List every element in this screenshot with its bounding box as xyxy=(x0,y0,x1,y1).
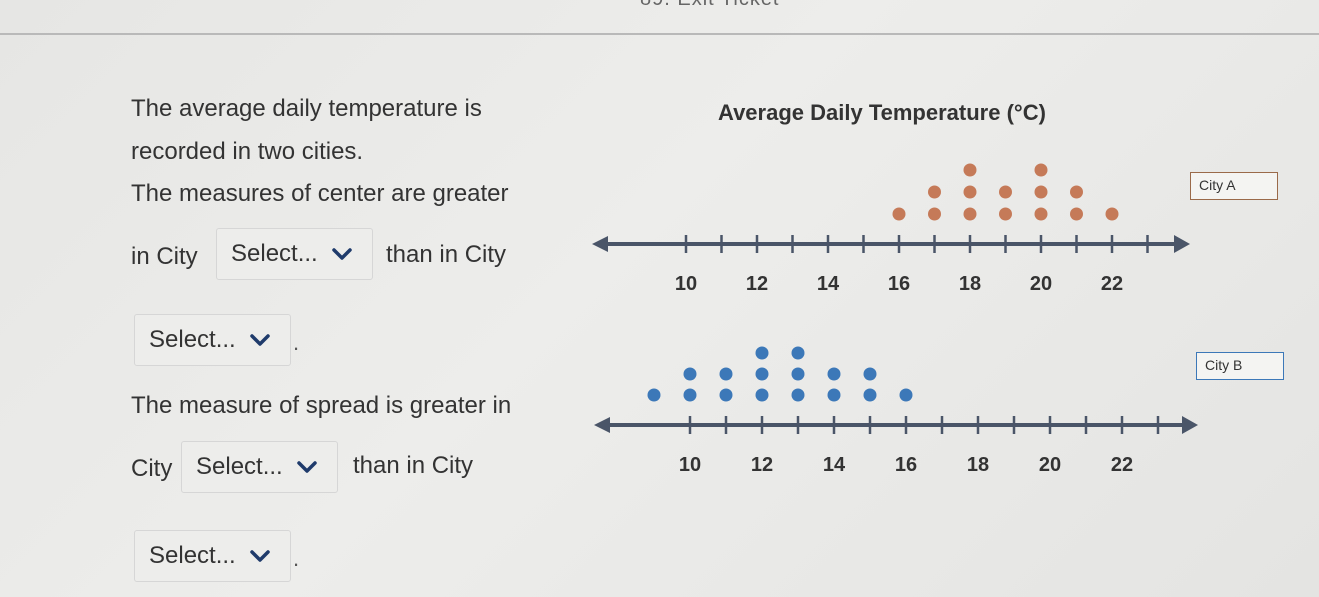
header-divider xyxy=(0,33,1319,35)
select-value: Select... xyxy=(149,542,236,569)
dot-plot-city-b: 10 12 14 16 18 20 22 xyxy=(594,346,1198,476)
question-line-2: recorded in two cities. xyxy=(131,138,364,165)
tick-label: 16 xyxy=(888,273,910,295)
select-value: Select... xyxy=(149,326,236,353)
data-point xyxy=(963,207,977,221)
data-point xyxy=(683,388,697,402)
data-point xyxy=(1070,207,1083,221)
data-point xyxy=(999,207,1012,221)
data-point xyxy=(755,388,769,402)
data-point xyxy=(1034,185,1048,199)
data-point xyxy=(827,388,841,402)
period: . xyxy=(293,330,300,355)
tick-label: 12 xyxy=(746,273,768,295)
data-point xyxy=(647,388,661,402)
data-point xyxy=(755,346,769,360)
data-point xyxy=(999,185,1012,199)
axis-arrow-right xyxy=(1182,416,1198,434)
in-city-label: in City xyxy=(131,243,198,270)
data-point xyxy=(928,185,941,199)
data-point xyxy=(791,346,805,360)
data-point xyxy=(1034,207,1048,221)
data-point xyxy=(719,367,733,381)
chart-title: Average Daily Temperature (°C) xyxy=(718,100,1046,125)
tick-label: 14 xyxy=(823,454,846,476)
data-point xyxy=(892,207,906,221)
city-label: City xyxy=(131,455,173,482)
select-value: Select... xyxy=(196,453,283,480)
data-point xyxy=(827,367,841,381)
select-value: Select... xyxy=(231,240,318,267)
than-in-city-label-1: than in City xyxy=(386,241,507,268)
question-line-1: The average daily temperature is xyxy=(131,95,482,122)
data-point xyxy=(863,388,877,402)
spread-line: The measure of spread is greater in xyxy=(131,392,512,419)
tick-label: 22 xyxy=(1101,273,1123,295)
data-point xyxy=(791,388,805,402)
data-point xyxy=(963,163,977,177)
chevron-down-icon xyxy=(249,334,270,346)
legend-city-b: City B xyxy=(1196,352,1284,380)
chevron-down-icon xyxy=(331,248,352,260)
spread-city-select[interactable]: Select... xyxy=(181,441,338,493)
page-title: 89. Exit Ticket xyxy=(640,0,780,11)
data-point xyxy=(1034,163,1048,177)
data-point xyxy=(899,388,913,402)
than-in-city-label-2: than in City xyxy=(353,452,474,479)
tick-label: 22 xyxy=(1111,454,1133,476)
tick-label: 20 xyxy=(1039,454,1061,476)
tick-label: 18 xyxy=(959,273,981,295)
data-point xyxy=(1070,185,1083,199)
tick-label: 14 xyxy=(817,273,840,295)
data-point xyxy=(791,367,805,381)
axis-arrow-left xyxy=(592,236,608,252)
tick-label: 18 xyxy=(967,454,989,476)
axis-arrow-right xyxy=(1174,235,1190,253)
tick-label: 10 xyxy=(679,454,701,476)
center-city-select[interactable]: Select... xyxy=(216,228,373,280)
dot-plot-city-a: 10 12 14 16 18 20 22 xyxy=(592,163,1190,295)
data-point xyxy=(683,367,697,381)
data-point xyxy=(755,367,769,381)
data-point xyxy=(928,207,941,221)
chevron-down-icon xyxy=(249,550,270,562)
tick-label: 12 xyxy=(751,454,773,476)
tick-label: 20 xyxy=(1030,273,1052,295)
center-city-compare-select[interactable]: Select... xyxy=(134,314,291,366)
tick-label: 16 xyxy=(895,454,917,476)
period: . xyxy=(293,546,300,571)
data-point xyxy=(1105,207,1119,221)
tick-label: 10 xyxy=(675,273,697,295)
data-point xyxy=(963,185,977,199)
legend-city-a: City A xyxy=(1190,172,1278,200)
data-point xyxy=(863,367,877,381)
data-point xyxy=(719,388,733,402)
chevron-down-icon xyxy=(296,461,317,473)
question-line-3: The measures of center are greater xyxy=(131,180,509,207)
axis-arrow-left xyxy=(594,417,610,433)
spread-city-compare-select[interactable]: Select... xyxy=(134,530,291,582)
